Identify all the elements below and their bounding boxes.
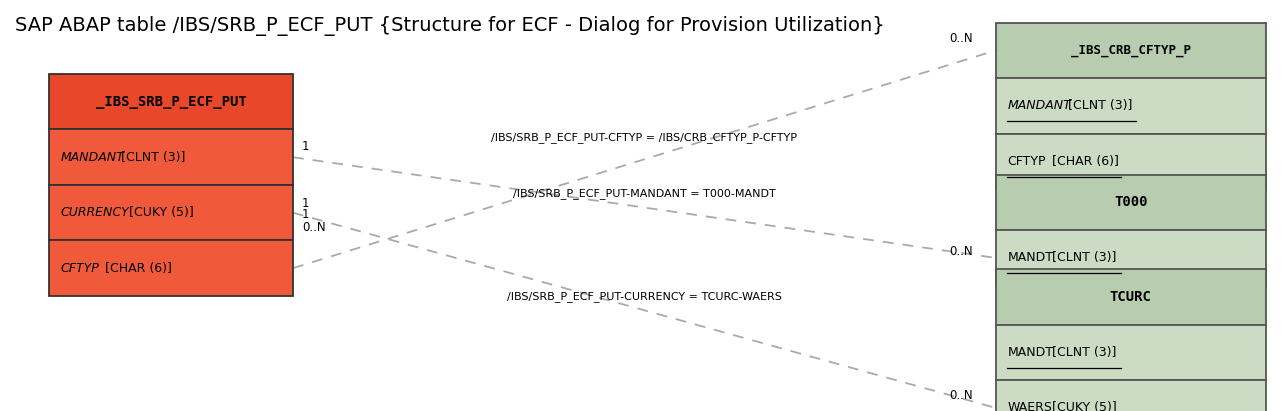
Text: 1: 1: [302, 208, 310, 221]
Text: WAERS: WAERS: [1007, 402, 1052, 411]
Text: CFTYP: CFTYP: [1007, 155, 1046, 168]
FancyBboxPatch shape: [996, 175, 1266, 230]
Text: 1: 1: [302, 141, 310, 153]
Text: MANDT: MANDT: [1007, 346, 1054, 359]
Text: MANDT: MANDT: [1007, 252, 1054, 264]
FancyBboxPatch shape: [49, 185, 293, 240]
FancyBboxPatch shape: [996, 134, 1266, 189]
Text: 0..N: 0..N: [950, 32, 973, 44]
Text: MANDANT: MANDANT: [1007, 99, 1072, 112]
Text: /IBS/SRB_P_ECF_PUT-MANDANT = T000-MANDT: /IBS/SRB_P_ECF_PUT-MANDANT = T000-MANDT: [513, 188, 776, 199]
FancyBboxPatch shape: [996, 230, 1266, 286]
FancyBboxPatch shape: [49, 129, 293, 185]
Text: _IBS_SRB_P_ECF_PUT: _IBS_SRB_P_ECF_PUT: [95, 95, 247, 109]
Text: CURRENCY: CURRENCY: [60, 206, 130, 219]
Text: [CLNT (3)]: [CLNT (3)]: [1049, 346, 1117, 359]
Text: CFTYP: CFTYP: [60, 262, 99, 275]
Text: /IBS/SRB_P_ECF_PUT-CURRENCY = TCURC-WAERS: /IBS/SRB_P_ECF_PUT-CURRENCY = TCURC-WAER…: [508, 291, 781, 302]
Text: 0..N: 0..N: [950, 245, 973, 258]
Text: MANDANT: MANDANT: [60, 151, 125, 164]
FancyBboxPatch shape: [996, 380, 1266, 411]
Text: [CLNT (3)]: [CLNT (3)]: [117, 151, 185, 164]
Text: [CUKY (5)]: [CUKY (5)]: [1049, 402, 1117, 411]
Text: T000: T000: [1114, 195, 1148, 210]
Text: [CHAR (6)]: [CHAR (6)]: [1049, 155, 1119, 168]
Text: [CLNT (3)]: [CLNT (3)]: [1049, 252, 1117, 264]
Text: [CHAR (6)]: [CHAR (6)]: [100, 262, 172, 275]
Text: /IBS/SRB_P_ECF_PUT-CFTYP = /IBS/CRB_CFTYP_P-CFTYP: /IBS/SRB_P_ECF_PUT-CFTYP = /IBS/CRB_CFTY…: [491, 132, 798, 143]
Text: SAP ABAP table /IBS/SRB_P_ECF_PUT {Structure for ECF - Dialog for Provision Util: SAP ABAP table /IBS/SRB_P_ECF_PUT {Struc…: [15, 16, 885, 37]
Text: _IBS_CRB_CFTYP_P: _IBS_CRB_CFTYP_P: [1070, 44, 1191, 57]
Text: 0..N: 0..N: [950, 389, 973, 402]
Text: 1: 1: [302, 197, 310, 210]
Text: TCURC: TCURC: [1110, 290, 1151, 304]
FancyBboxPatch shape: [996, 78, 1266, 134]
Text: [CLNT (3)]: [CLNT (3)]: [1064, 99, 1132, 112]
FancyBboxPatch shape: [49, 240, 293, 296]
FancyBboxPatch shape: [996, 325, 1266, 380]
FancyBboxPatch shape: [996, 269, 1266, 325]
Text: 0..N: 0..N: [302, 221, 325, 233]
FancyBboxPatch shape: [996, 23, 1266, 78]
Text: [CUKY (5)]: [CUKY (5)]: [125, 206, 194, 219]
FancyBboxPatch shape: [49, 74, 293, 129]
